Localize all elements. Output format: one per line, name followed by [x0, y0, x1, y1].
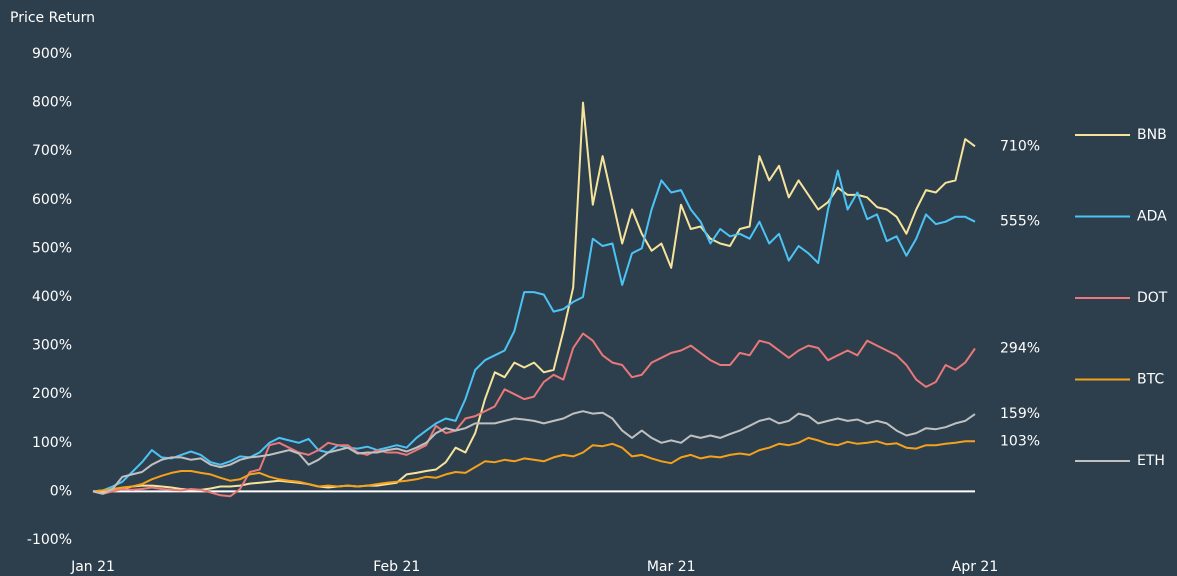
end-label: 103%: [1000, 433, 1040, 449]
legend-label: DOT: [1137, 290, 1168, 306]
x-tick-label: Feb 21: [373, 559, 420, 575]
y-axis-title: Price Return: [10, 10, 95, 26]
legend-label: ETH: [1137, 453, 1165, 469]
x-tick-label: Mar 21: [647, 559, 696, 575]
y-tick-label: 400%: [32, 289, 72, 305]
series-line: [92, 410, 976, 495]
x-tick-label: Jan 21: [70, 559, 115, 575]
y-tick-label: 600%: [32, 192, 72, 208]
legend-label: ADA: [1137, 209, 1167, 225]
end-label: 710%: [1000, 138, 1040, 154]
x-tick-label: Apr 21: [952, 559, 998, 575]
end-label: 555%: [1000, 214, 1040, 230]
y-tick-label: 700%: [32, 143, 72, 159]
series-line: [92, 101, 976, 494]
y-tick-label: 800%: [32, 95, 72, 111]
y-tick-label: -100%: [27, 532, 72, 548]
y-tick-label: 300%: [32, 338, 72, 354]
series-line: [92, 169, 976, 493]
legend-label: BTC: [1137, 372, 1164, 388]
series-line: [92, 332, 976, 498]
end-label: 159%: [1000, 406, 1040, 422]
y-tick-label: 500%: [32, 240, 72, 256]
end-label: 294%: [1000, 341, 1040, 357]
y-tick-label: 900%: [32, 46, 72, 62]
legend-label: BNB: [1137, 127, 1167, 143]
series-line: [92, 436, 975, 493]
y-tick-label: 0%: [50, 483, 72, 499]
y-tick-label: 200%: [32, 386, 72, 402]
y-tick-label: 100%: [32, 435, 72, 451]
